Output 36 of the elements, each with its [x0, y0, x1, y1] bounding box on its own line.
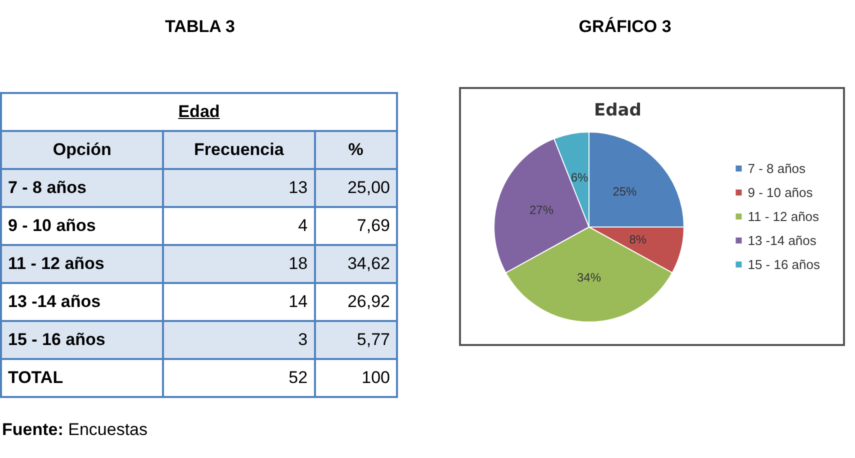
category-label: TOTAL [1, 359, 164, 397]
text: Opción [1, 131, 164, 169]
data-label: 25% [612, 184, 638, 198]
legend-label: Frecuencia [163, 131, 315, 169]
data-label: 52 [163, 359, 315, 397]
data-label: 25,00 [314, 169, 397, 207]
category-label: 7 - 8 años [1, 169, 164, 207]
chart-title: GRÁFICO 3 [578, 17, 672, 37]
data-label: 27% [529, 202, 554, 217]
legend-label: 11 - 12 años [748, 209, 820, 224]
series-label: % [314, 131, 397, 169]
data-label: 100 [314, 359, 397, 397]
category-label: 11 - 12 años [1, 245, 164, 283]
data-label: 6% [570, 170, 589, 184]
data-label: 18 [163, 245, 315, 283]
data-label: 34,62 [314, 245, 397, 283]
data-label: 7,69 [314, 207, 397, 245]
category-label: 15 - 16 años [1, 321, 164, 359]
data-label: 13 [163, 169, 315, 207]
data-label: 26,92 [314, 283, 397, 321]
data-label: 3 [163, 321, 315, 359]
data-label: 8% [629, 232, 647, 247]
category-label: 13 -14 años [1, 283, 164, 321]
legend-label: 9 - 10 años [748, 185, 814, 200]
chart-subtitle: Edad [594, 100, 642, 120]
legend-label: 7 - 8 años [748, 161, 806, 176]
text: Edad [1, 93, 397, 131]
data-label: 5,77 [314, 321, 397, 359]
source-note: Fuente: Encuestas [2, 420, 148, 440]
text: TABLA 3 [164, 17, 236, 37]
category-label: 9 - 10 años [1, 207, 164, 245]
data-label: 4 [163, 207, 315, 245]
data-label: 14 [163, 283, 315, 321]
legend-label: 13 -14 años [748, 233, 817, 248]
data-label: 34% [576, 270, 602, 284]
legend-label: 15 - 16 años [748, 257, 820, 272]
